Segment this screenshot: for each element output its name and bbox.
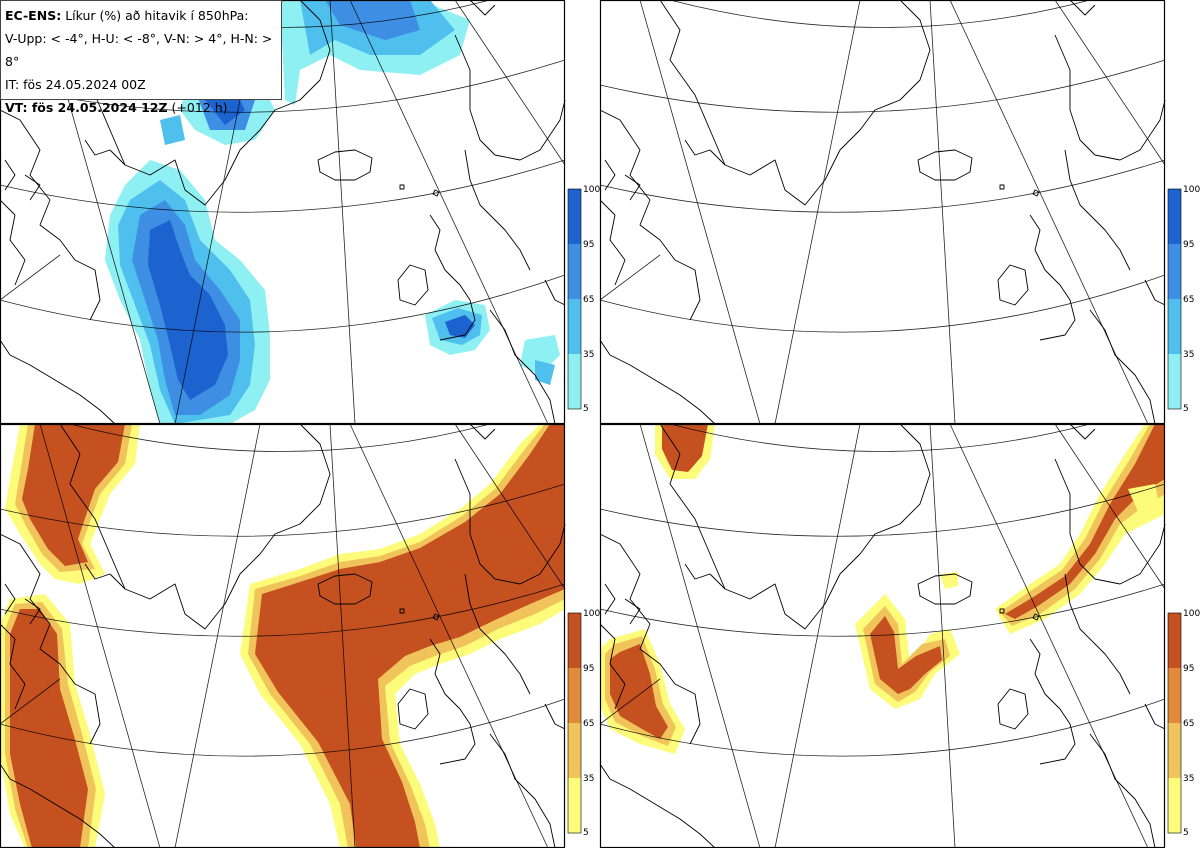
tick-label: 65: [583, 719, 594, 729]
tick-label: 100: [583, 609, 600, 619]
tick-label: 100: [1183, 185, 1200, 195]
colorbar-ticks-top-right: 100 95 65 35 5: [1183, 185, 1200, 414]
tick-label: 5: [583, 828, 589, 838]
tick-label: 35: [583, 774, 594, 784]
map-title: Líkur (%) að hitavik í 850hPa:: [65, 8, 249, 23]
title-line: EC-ENS: Líkur (%) að hitavik í 850hPa:: [5, 4, 281, 27]
warm-area-main-core: [255, 424, 565, 848]
tick-label: 5: [583, 404, 589, 414]
tick-label: 65: [1183, 295, 1194, 305]
colorbar-ticks-bottom-left: 100 95 65 35 5: [583, 609, 600, 838]
lead-time: (+012 h): [167, 100, 228, 115]
tick-label: 35: [1183, 350, 1194, 360]
panel-bottom-right: [599, 423, 1166, 848]
tick-label: 95: [583, 664, 594, 674]
tick-label: 95: [1183, 240, 1194, 250]
panel-bottom-left: [0, 423, 566, 848]
colorbar-top-right: [1167, 188, 1182, 410]
tick-label: 35: [583, 350, 594, 360]
tick-label: 65: [583, 295, 594, 305]
colorbar-top-left: [567, 188, 582, 410]
colorbar-bottom-right: [1167, 612, 1182, 834]
tick-label: 65: [1183, 719, 1194, 729]
valid-time: VT: fös 24.05.2024 12Z: [5, 100, 168, 115]
model-name: EC-ENS:: [5, 8, 62, 23]
info-box: EC-ENS: Líkur (%) að hitavik í 850hPa: V…: [0, 0, 282, 115]
tick-label: 5: [1183, 828, 1189, 838]
tick-label: 100: [1183, 609, 1200, 619]
initial-time: IT: fös 24.05.2024 00Z: [5, 77, 146, 92]
valid-time-line: VT: fös 24.05.2024 12Z (+012 h): [5, 96, 281, 119]
tick-label: 5: [1183, 404, 1189, 414]
colorbar-ticks-bottom-right: 100 95 65 35 5: [1183, 609, 1200, 838]
thresholds-line: V-Upp: < -4°, H-U: < -8°, V-N: > 4°, H-N…: [5, 31, 273, 69]
colorbar-bottom-left: [567, 612, 582, 834]
tick-label: 95: [583, 240, 594, 250]
tick-label: 95: [1183, 664, 1194, 674]
colorbar-ticks-top-left: 100 95 65 35 5: [583, 185, 600, 414]
tick-label: 35: [1183, 774, 1194, 784]
panel-top-right: [599, 0, 1166, 425]
panel-top-left: [0, 0, 566, 425]
tick-label: 100: [583, 185, 600, 195]
